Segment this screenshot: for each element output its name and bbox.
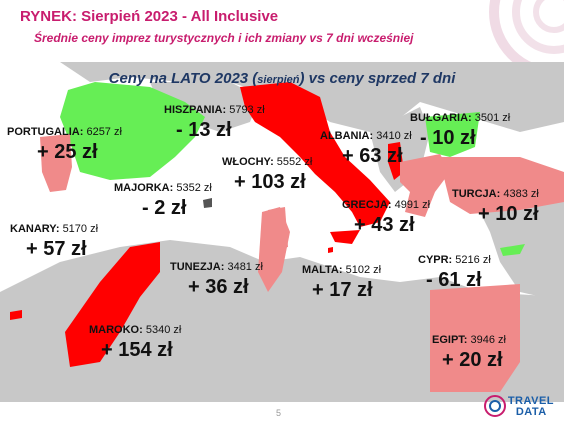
slide-title: RYNEK: Sierpień 2023 - All Inclusive (20, 8, 279, 25)
tunezja-price: 3481 zł (227, 261, 263, 273)
egipt-price: 3946 zł (470, 334, 506, 346)
tunezja-name: TUNEZJA: (170, 261, 225, 273)
portugalia-price: 6257 zł (86, 126, 122, 138)
logo-line1: TRAVEL (507, 395, 554, 408)
map-region-kanary (10, 310, 22, 320)
grecja-delta: + 43 zł (354, 214, 415, 236)
malta-price: 5102 zł (345, 264, 382, 276)
malta-name: MALTA: (302, 264, 343, 276)
map-area (0, 62, 564, 402)
bulgaria-price: 3501 zł (474, 112, 511, 124)
map-heading: Ceny na LATO 2023 (sierpień) vs ceny spr… (0, 70, 564, 87)
label-malta: MALTA: 5102 zł + 17 zł (302, 260, 381, 301)
map-region-portugalia (40, 134, 72, 192)
hiszpania-price: 5793 zł (229, 104, 265, 116)
map-region-grecja (400, 154, 450, 217)
map-region-sycylia (330, 230, 360, 244)
land-france (150, 82, 260, 132)
wlochy-price: 5552 zł (276, 156, 313, 168)
label-majorka: MAJORKA: 5352 zł - 2 zł (114, 178, 212, 219)
wlochy-name: WŁOCHY: (222, 156, 274, 168)
turcja-delta: + 10 zł (478, 203, 539, 225)
turcja-price: 4383 zł (503, 188, 539, 200)
hiszpania-delta: - 13 zł (176, 119, 232, 141)
albania-delta: + 63 zł (342, 145, 403, 167)
travel-data-logo-icon (484, 395, 506, 417)
grecja-price: 4991 zł (394, 199, 431, 211)
label-portugalia: PORTUGALIA: 6257 zł + 25 zł (7, 122, 122, 163)
cypr-name: CYPR: (418, 254, 453, 266)
mediterranean-map (0, 62, 564, 402)
map-region-maroko (65, 242, 160, 367)
label-turcja: TURCJA: 4383 zł + 10 zł (452, 184, 539, 225)
portugalia-name: PORTUGALIA: (7, 126, 84, 138)
label-egipt: EGIPT: 3946 zł + 20 zł (432, 330, 506, 371)
hiszpania-name: HISZPANIA: (164, 104, 227, 116)
bulgaria-name: BUŁGARIA: (410, 112, 472, 124)
label-wlochy: WŁOCHY: 5552 zł + 103 zł (222, 152, 312, 193)
grecja-name: GRECJA: (342, 199, 392, 211)
cypr-price: 5216 zł (455, 254, 491, 266)
map-heading-main: Ceny na LATO 2023 ( (108, 70, 258, 87)
map-region-turcja (440, 157, 564, 214)
egipt-name: EGIPT: (432, 334, 468, 346)
bulgaria-delta: - 10 zł (420, 127, 476, 149)
map-region-hiszpania (60, 82, 205, 180)
maroko-price: 5340 zł (145, 324, 182, 336)
label-cypr: CYPR: 5216 zł - 61 zł (418, 250, 491, 291)
page-number: 5 (276, 408, 282, 418)
majorka-name: MAJORKA: (114, 182, 174, 194)
majorka-delta: - 2 zł (142, 197, 187, 219)
map-heading-small: sierpień (257, 74, 300, 86)
label-maroko: MAROKO: 5340 zł + 154 zł (89, 320, 181, 361)
albania-name: ALBANIA: (320, 130, 374, 142)
label-tunezja: TUNEZJA: 3481 zł + 36 zł (170, 257, 263, 298)
maroko-name: MAROKO: (89, 324, 143, 336)
label-hiszpania: HISZPANIA: 5793 zł - 13 zł (164, 100, 265, 141)
decorative-circles (489, 0, 564, 70)
map-region-tunezja (258, 207, 290, 292)
malta-delta: + 17 zł (312, 279, 373, 301)
kanary-price: 5170 zł (62, 223, 99, 235)
kanary-name: KANARY: (10, 223, 60, 235)
majorka-price: 5352 zł (176, 182, 212, 194)
map-region-wlochy (240, 82, 390, 227)
cypr-delta: - 61 zł (426, 269, 482, 291)
map-heading-tail: ) vs ceny sprzed 7 dni (299, 70, 456, 87)
slide-subtitle: Średnie ceny imprez turystycznych i ich … (34, 31, 414, 45)
label-kanary: KANARY: 5170 zł + 57 zł (10, 219, 98, 260)
slide-footer (0, 402, 564, 423)
map-region-cypr (500, 244, 525, 256)
kanary-delta: + 57 zł (26, 238, 87, 260)
maroko-delta: + 154 zł (101, 339, 173, 361)
logo-line2: DATA (515, 405, 547, 418)
logo-text: TRAVEL DATA (507, 395, 554, 418)
label-grecja: GRECJA: 4991 zł + 43 zł (342, 195, 430, 236)
map-region-malta (328, 247, 333, 253)
label-albania: ALBANIA: 3410 zł + 63 zł (320, 126, 412, 167)
portugalia-delta: + 25 zł (37, 141, 98, 163)
wlochy-delta: + 103 zł (234, 171, 306, 193)
label-bulgaria: BUŁGARIA: 3501 zł - 10 zł (410, 108, 510, 149)
map-region-egipt (430, 284, 520, 392)
egipt-delta: + 20 zł (442, 349, 503, 371)
albania-price: 3410 zł (376, 130, 412, 142)
slide-header: RYNEK: Sierpień 2023 - All Inclusive Śre… (0, 0, 564, 56)
map-region-majorka (203, 198, 212, 208)
tunezja-delta: + 36 zł (188, 276, 249, 298)
turcja-name: TURCJA: (452, 188, 501, 200)
map-region-bulgaria (425, 112, 480, 157)
